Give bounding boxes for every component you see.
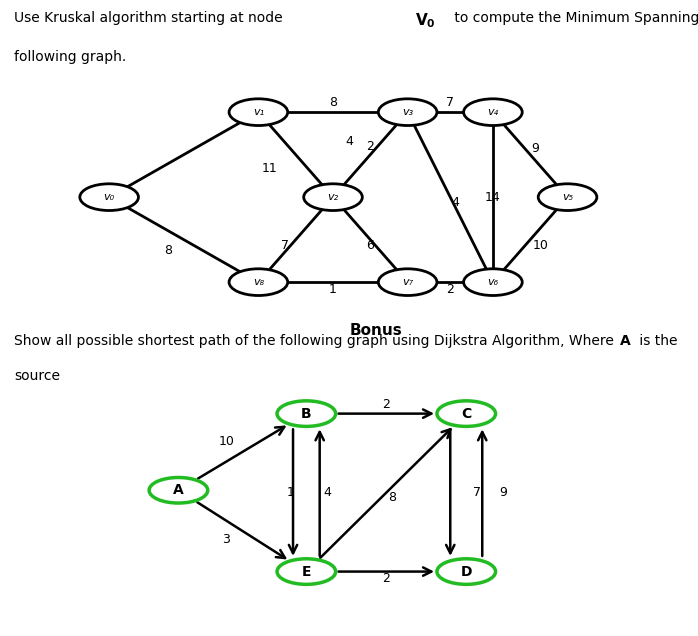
Text: 4: 4 — [324, 486, 332, 499]
Text: v₀: v₀ — [103, 192, 114, 202]
Circle shape — [437, 401, 496, 426]
Text: 7: 7 — [473, 486, 481, 499]
Text: v₆: v₆ — [487, 277, 498, 287]
Text: A: A — [173, 483, 184, 497]
Text: D: D — [461, 565, 472, 579]
Text: 9: 9 — [532, 142, 540, 155]
Text: is the: is the — [635, 334, 678, 348]
Text: Use Kruskal algorithm starting at node: Use Kruskal algorithm starting at node — [14, 11, 287, 25]
Text: 10: 10 — [218, 435, 235, 448]
Circle shape — [149, 478, 208, 503]
Text: 8: 8 — [387, 491, 396, 504]
Text: 10: 10 — [533, 239, 549, 252]
Circle shape — [378, 99, 437, 125]
Circle shape — [463, 99, 522, 125]
Text: B: B — [301, 406, 312, 420]
Text: 2: 2 — [366, 140, 374, 153]
Text: 14: 14 — [485, 191, 500, 204]
Circle shape — [277, 559, 336, 584]
Circle shape — [463, 269, 522, 296]
Circle shape — [378, 269, 437, 296]
Circle shape — [229, 269, 288, 296]
Circle shape — [229, 99, 288, 125]
Text: v₅: v₅ — [562, 192, 573, 202]
Circle shape — [277, 401, 336, 426]
Text: 1: 1 — [329, 283, 337, 296]
Text: 2: 2 — [383, 572, 390, 585]
Text: v₂: v₂ — [327, 192, 339, 202]
Text: v₃: v₃ — [402, 107, 413, 117]
Text: following graph.: following graph. — [14, 50, 126, 64]
Text: 4: 4 — [345, 135, 353, 148]
Text: source: source — [14, 369, 60, 383]
Text: 9: 9 — [500, 486, 507, 499]
Text: Show all possible shortest path of the following graph using Dijkstra Algorithm,: Show all possible shortest path of the f… — [14, 334, 618, 348]
Text: v₄: v₄ — [487, 107, 498, 117]
Text: v₁: v₁ — [253, 107, 264, 117]
Text: C: C — [461, 406, 471, 420]
Text: A: A — [620, 334, 630, 348]
Text: 11: 11 — [261, 162, 277, 174]
Text: 7: 7 — [446, 96, 454, 109]
Text: 8: 8 — [164, 244, 172, 257]
Text: v₈: v₈ — [253, 277, 264, 287]
Text: $\mathbf{V_0}$: $\mathbf{V_0}$ — [415, 11, 436, 30]
Text: 6: 6 — [366, 239, 374, 252]
Circle shape — [538, 184, 597, 211]
Text: 1: 1 — [286, 486, 295, 499]
Text: 4: 4 — [452, 195, 459, 209]
Circle shape — [437, 559, 496, 584]
Circle shape — [80, 184, 138, 211]
Text: E: E — [302, 565, 311, 579]
Text: 2: 2 — [446, 283, 454, 296]
Text: v₇: v₇ — [402, 277, 413, 287]
Text: 2: 2 — [383, 398, 390, 411]
Text: Bonus: Bonus — [349, 324, 402, 338]
Text: to compute the Minimum Spanning Tree (MST) of the: to compute the Minimum Spanning Tree (MS… — [450, 11, 698, 25]
Text: 8: 8 — [329, 96, 337, 109]
Text: 7: 7 — [281, 239, 289, 252]
Circle shape — [304, 184, 362, 211]
Text: 3: 3 — [223, 532, 230, 546]
